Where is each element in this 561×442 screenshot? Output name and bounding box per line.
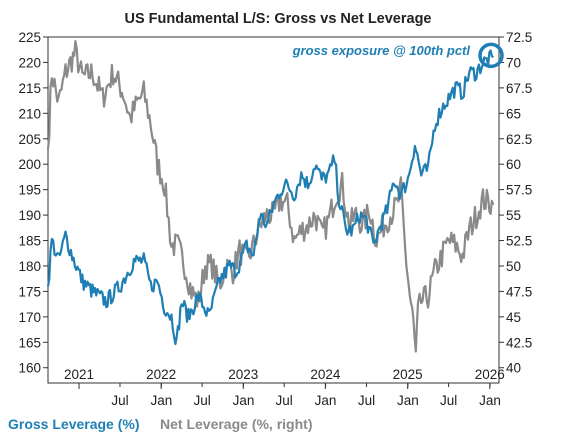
x-axis-month-label: Jan — [150, 393, 172, 408]
left-axis-tick-label: 170 — [18, 310, 41, 325]
right-axis-tick-label: 60 — [506, 157, 521, 172]
x-axis-month-label: Jul — [111, 393, 128, 408]
right-axis-tick-label: 47.5 — [506, 284, 532, 299]
left-axis-tick-label: 190 — [18, 208, 41, 223]
gross-leverage-line — [46, 49, 494, 346]
x-axis-year-label: 2023 — [228, 367, 258, 382]
left-axis-tick-label: 220 — [18, 55, 41, 70]
annotation-circle-marker — [478, 42, 504, 69]
right-axis-tick-label: 52.5 — [506, 234, 532, 249]
x-axis-year-label: 2025 — [393, 367, 423, 382]
left-axis: 160 165 170 175 180 185 190 195 200 205 210 215 220 2… — [18, 30, 48, 376]
x-axis-month-label: Jan — [233, 393, 255, 408]
left-axis-tick-label: 210 — [18, 106, 41, 121]
right-axis-tick-label: 65 — [506, 106, 521, 121]
left-axis-tick-label: 225 — [18, 30, 41, 45]
x-axis-month-label: Jul — [440, 393, 457, 408]
chart-title: US Fundamental L/S: Gross vs Net Leverag… — [124, 11, 431, 27]
right-axis-tick-label: 40 — [506, 361, 521, 376]
x-axis-month-label: Jan — [397, 393, 419, 408]
left-axis-tick-label: 205 — [18, 132, 41, 147]
right-axis-tick-label: 67.5 — [506, 81, 532, 96]
net-leverage-line-group — [46, 40, 495, 353]
x-axis-month-label: Jan — [315, 393, 337, 408]
x-axis-year-label: 2026 — [475, 367, 505, 382]
x-axis-month-label: Jul — [193, 393, 210, 408]
annotation-label: gross exposure @ 100th pctl — [292, 43, 471, 58]
legend-net-leverage: Net Leverage (%, right) — [160, 416, 312, 432]
left-axis-tick-label: 185 — [18, 234, 41, 249]
left-axis-tick-label: 180 — [18, 259, 41, 274]
legend-gross-leverage: Gross Leverage (%) — [8, 416, 140, 432]
net-leverage-line — [46, 40, 495, 353]
x-axis-year-label: 2022 — [146, 367, 176, 382]
gross-leverage-line-group — [46, 49, 494, 346]
x-axis-month-label: Jul — [276, 393, 293, 408]
right-axis-tick-label: 55 — [506, 208, 521, 223]
right-axis-tick-label: 70 — [506, 55, 521, 70]
left-axis-tick-label: 160 — [18, 361, 41, 376]
right-axis-tick-label: 72.5 — [506, 30, 532, 45]
left-axis-tick-label: 195 — [18, 183, 41, 198]
right-axis-tick-label: 57.5 — [506, 183, 532, 198]
x-axis: 2021 Jul Jan 2022 Jul 2023 Jan Jul 2024 Jan Jul 202… — [64, 367, 505, 408]
right-axis-tick-label: 50 — [506, 259, 521, 274]
x-axis-month-label: Jul — [358, 393, 375, 408]
x-axis-year-label: 2024 — [310, 367, 341, 382]
right-axis-tick-label: 62.5 — [506, 132, 532, 147]
right-axis-tick-label: 45 — [506, 310, 521, 325]
left-axis-tick-label: 175 — [18, 284, 41, 299]
right-axis-tick-label: 42.5 — [506, 335, 532, 350]
x-axis-month-label: Jan — [479, 393, 501, 408]
left-axis-tick-label: 165 — [18, 335, 41, 350]
left-axis-tick-label: 200 — [18, 157, 41, 172]
plot-frame — [47, 36, 500, 384]
left-axis-tick-label: 215 — [18, 81, 41, 96]
x-axis-year-label: 2021 — [64, 367, 94, 382]
right-axis: 40 42.5 45 47.5 50 52.5 55 57.5 60 62.5 65 67.5 70 72… — [499, 30, 532, 376]
